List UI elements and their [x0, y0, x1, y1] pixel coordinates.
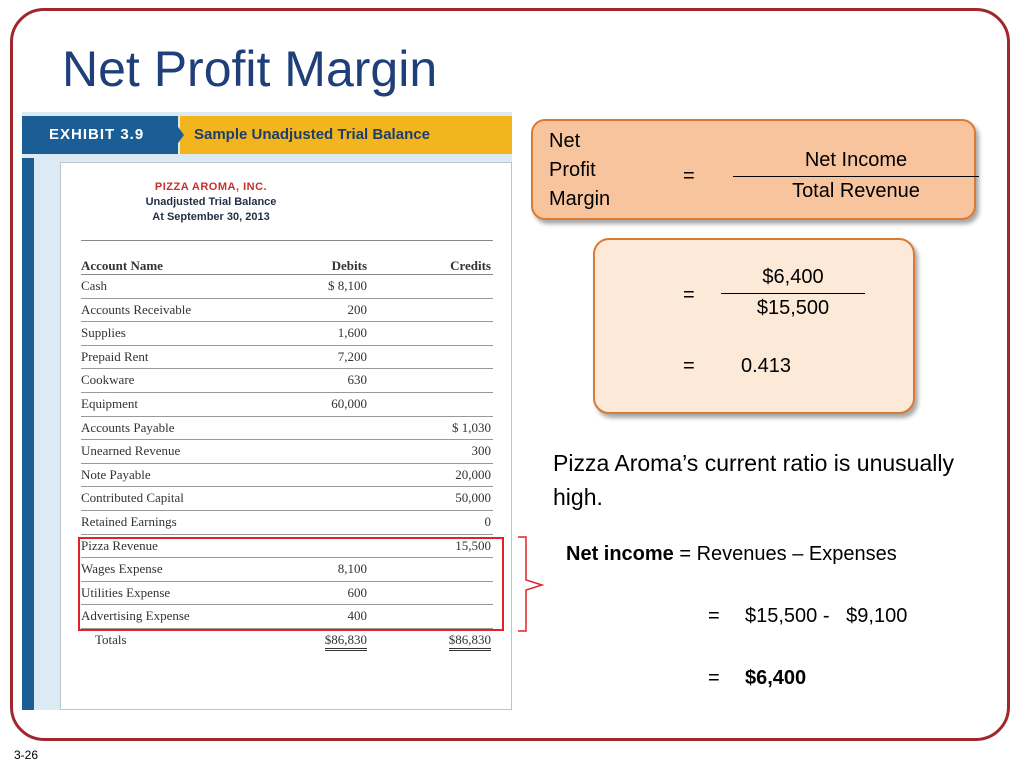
exhibit-header: Sample Unadjusted Trial Balance EXHIBIT … [22, 116, 512, 154]
slide-frame [10, 8, 1010, 741]
account-cell: Unearned Revenue [81, 443, 181, 459]
account-cell: Accounts Receivable [81, 301, 192, 317]
calculation-box: = $6,400 $15,500 = 0.413 [593, 238, 915, 414]
company-name: PIZZA AROMA, INC. [154, 181, 268, 193]
table-row: Retained Earnings 0 [81, 511, 493, 535]
trial-balance-heading: PIZZA AROMA, INC. Unadjusted Trial Balan… [61, 181, 361, 223]
debit-cell: 600 [347, 584, 368, 600]
formula-denominator: Total Revenue [792, 180, 920, 202]
account-cell: Wages Expense [81, 561, 163, 577]
credit-cell: $ 1,030 [452, 419, 491, 435]
header-account: Account Name [81, 258, 163, 273]
formula-numerator: Net Income [804, 149, 908, 171]
table-row: Wages Expense 8,100 [81, 558, 493, 582]
totals-row: Totals $86,830 $86,830 [81, 629, 493, 653]
exhibit-tag-notch [170, 116, 184, 154]
account-cell: Prepaid Rent [81, 348, 149, 364]
table-row: Supplies 1,600 [81, 322, 493, 346]
trial-balance-sheet: PIZZA AROMA, INC. Unadjusted Trial Balan… [60, 162, 512, 710]
table-row: Equipment 60,000 [81, 393, 493, 417]
formula-label: Net Profit Margin [549, 127, 610, 214]
table-row: Advertising Expense 400 [81, 605, 493, 629]
debit-cell: 200 [347, 301, 368, 317]
header-debits: Debits [331, 258, 367, 273]
table-row: Contributed Capital 50,000 [81, 487, 493, 511]
slide-title: Net Profit Margin [62, 41, 438, 97]
account-cell: Utilities Expense [81, 584, 171, 600]
table-row: Utilities Expense 600 [81, 582, 493, 606]
formula-box: Net Profit Margin = Net Income Total Rev… [531, 119, 979, 220]
net-income-result: $6,400 [745, 667, 807, 689]
credit-cell: 15,500 [455, 537, 491, 553]
debit-cell: 60,000 [331, 396, 367, 411]
calc-denominator: $15,500 [756, 297, 830, 319]
table-row: Pizza Revenue 15,500 [81, 535, 493, 559]
net-income-step: $15,500 - $9,100 [745, 605, 908, 627]
totals-debit: $86,830 [324, 632, 367, 651]
fraction-bar [721, 293, 865, 294]
account-cell: Cash [81, 278, 107, 293]
exhibit-trial-balance: Sample Unadjusted Trial Balance EXHIBIT … [22, 112, 512, 710]
calc-result: 0.413 [741, 355, 792, 377]
account-cell: Cookware [81, 372, 135, 388]
formula-equals: = [683, 165, 695, 187]
table-header: Account Name Debits Credits [81, 255, 493, 275]
account-cell: Pizza Revenue [81, 537, 158, 553]
account-cell: Note Payable [81, 466, 151, 482]
exhibit-caption: Sample Unadjusted Trial Balance [180, 116, 512, 154]
debit-cell: 1,600 [337, 325, 367, 341]
table-row: Cookware 630 [81, 369, 493, 393]
net-income-formula-text: = Revenues – Expenses [673, 543, 897, 565]
exhibit-side-bar [22, 158, 34, 710]
debit-cell: $ 8,100 [328, 278, 367, 293]
fraction-bar [733, 176, 979, 177]
table-row: Unearned Revenue 300 [81, 440, 493, 464]
heading-rule [81, 240, 493, 241]
credit-cell: 20,000 [455, 466, 491, 482]
table-row: Note Payable 20,000 [81, 464, 493, 488]
formula-label-line: Profit [549, 159, 596, 181]
table-row: Prepaid Rent 7,200 [81, 346, 493, 370]
report-name: Unadjusted Trial Balance [145, 196, 277, 208]
account-cell: Accounts Payable [81, 419, 175, 435]
debit-cell: 400 [347, 608, 368, 624]
slide-number: 3-26 [14, 748, 39, 762]
credit-cell: 50,000 [455, 490, 491, 506]
formula-label-line: Margin [549, 188, 611, 210]
comment-text: Pizza Aroma’s current ratio is unusually… [553, 450, 954, 510]
table-row: Accounts Payable $ 1,030 [81, 417, 493, 441]
net-income-formula: Net income = Revenues – Expenses [566, 543, 897, 566]
debit-cell: 630 [347, 372, 368, 388]
net-income-equals: = [708, 605, 720, 627]
exhibit-tag: EXHIBIT 3.9 [22, 116, 178, 154]
net-income-label: Net income [566, 543, 674, 565]
formula-label-line: Net [549, 130, 581, 152]
debit-cell: 7,200 [337, 348, 367, 364]
debit-cell: 8,100 [337, 561, 367, 577]
account-cell: Advertising Expense [81, 608, 190, 624]
totals-label: Totals [95, 632, 127, 647]
calc-numerator: $6,400 [762, 266, 824, 288]
calc-equals: = [683, 284, 695, 306]
highlight-box [78, 537, 504, 631]
account-cell: Supplies [81, 325, 126, 341]
table-row: Cash $ 8,100 [81, 275, 493, 299]
account-cell: Equipment [81, 396, 139, 411]
credit-cell: 0 [484, 514, 492, 529]
header-rule [81, 274, 493, 275]
header-credits: Credits [450, 258, 491, 273]
bracket-connector [518, 536, 545, 632]
credit-cell: 300 [471, 443, 492, 459]
table-row: Accounts Receivable 200 [81, 299, 493, 323]
net-income-equals: = [708, 667, 720, 689]
calc-equals: = [683, 355, 695, 377]
account-cell: Contributed Capital [81, 490, 184, 506]
account-cell: Retained Earnings [81, 514, 177, 529]
report-date: At September 30, 2013 [152, 211, 270, 223]
totals-credit: $86,830 [448, 632, 491, 651]
